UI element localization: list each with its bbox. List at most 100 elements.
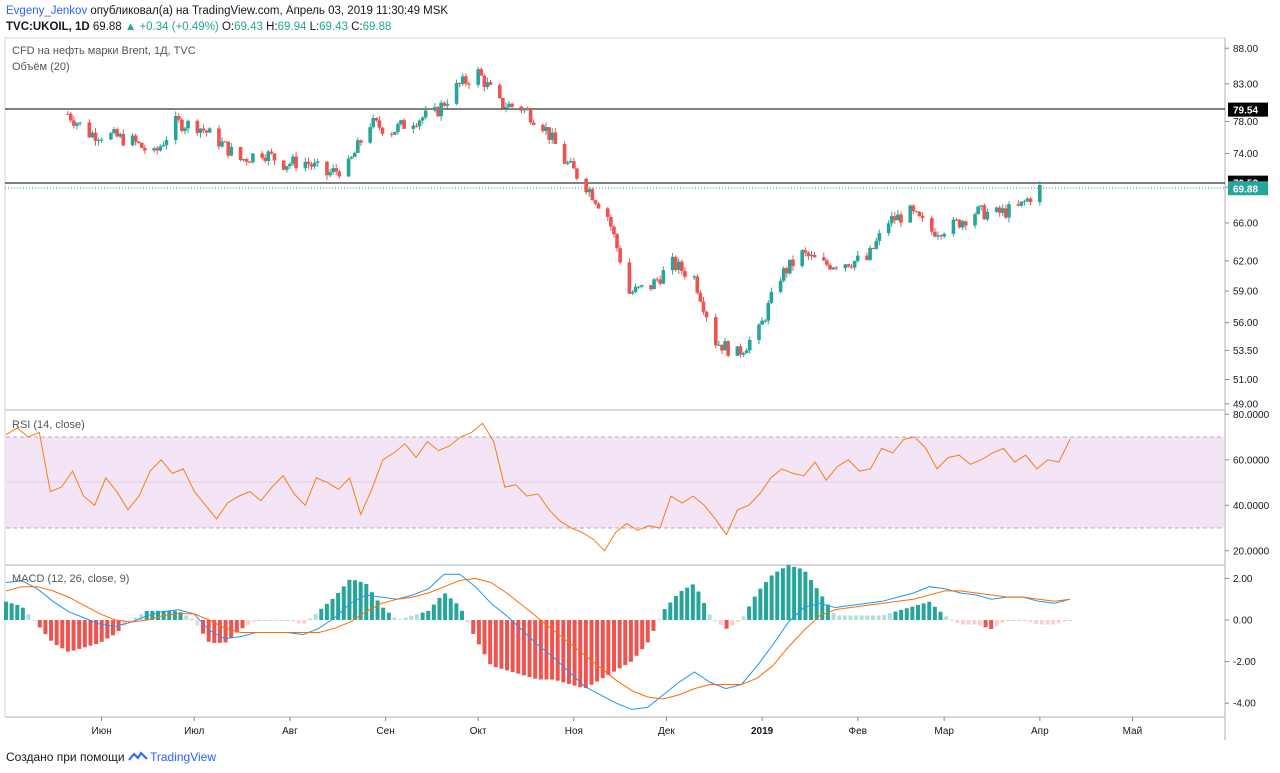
macd-hist-bar	[302, 620, 307, 624]
candle-down	[497, 84, 502, 98]
candle-up	[778, 280, 783, 292]
candle-down	[139, 142, 144, 148]
price-tick-label: 62.00	[1233, 256, 1258, 267]
macd-hist-bar	[634, 620, 639, 656]
macd-hist-bar	[471, 620, 476, 634]
candle-up	[587, 189, 592, 193]
macd-hist-bar	[313, 613, 318, 620]
candle-down	[306, 161, 311, 165]
candle-down	[263, 157, 268, 161]
last-price-label-bg	[1228, 181, 1268, 196]
x-tick-label: Авг	[282, 726, 298, 737]
macd-hist-bar	[904, 608, 909, 620]
candle-down	[248, 161, 252, 163]
candle-down	[180, 119, 184, 131]
macd-hist-bar	[803, 571, 808, 620]
macd-hist-bar	[977, 620, 982, 626]
candle-down	[359, 140, 363, 143]
price-tick-label: 53.50	[1233, 346, 1258, 357]
candle-up	[760, 320, 764, 325]
macd-hist-bar	[499, 620, 504, 669]
axis-ticks: 88.0083.0078.0074.0070.0066.0062.0059.00…	[92, 44, 1270, 737]
macd-hist-bar	[246, 620, 251, 625]
macd-hist-bar	[696, 591, 701, 620]
candle-up	[112, 129, 116, 134]
macd-hist-bar	[234, 620, 239, 633]
macd-hist-bar	[769, 575, 774, 620]
x-tick-label: Апр	[1031, 726, 1049, 737]
macd-series	[5, 573, 1071, 710]
candle-down	[519, 106, 524, 111]
candle-up	[285, 166, 289, 170]
candle-down	[899, 214, 903, 223]
macd-hist-bar	[1006, 620, 1011, 621]
candle-down	[177, 115, 181, 120]
macd-hist-bar	[527, 620, 532, 678]
macd-hist-bar	[566, 620, 571, 684]
candle-down	[414, 125, 419, 127]
macd-hist-bar	[657, 619, 662, 621]
macd-hist-bar	[1000, 620, 1005, 623]
candle-up	[368, 127, 372, 143]
candle-down	[547, 127, 551, 140]
macd-hist-bar	[9, 603, 14, 620]
macd-hist-bar	[645, 620, 650, 643]
candle-down	[479, 69, 484, 76]
candle-up	[735, 346, 740, 356]
candle-down	[436, 107, 440, 117]
macd-hist-bar	[150, 610, 155, 620]
author-link[interactable]: Evgeny_Jenkov	[6, 5, 88, 17]
macd-hist-bar	[516, 620, 521, 674]
macd-hist-bar	[538, 620, 543, 680]
macd-hist-bar	[1056, 620, 1061, 624]
macd-hist-bar	[296, 620, 301, 624]
macd-hist-bar	[184, 615, 189, 620]
macd-hist-bar	[583, 620, 588, 689]
candle-up	[852, 260, 857, 268]
x-tick-label: Июл	[184, 726, 204, 737]
candle-down	[201, 128, 206, 131]
footer-brand[interactable]: TradingView	[149, 750, 217, 764]
candle-up	[173, 115, 178, 141]
candle-down	[337, 171, 342, 177]
macd-hist-bar	[595, 620, 600, 682]
rsi-tick-label: 80.0000	[1233, 410, 1270, 421]
candle-down	[442, 102, 447, 106]
price-change: ▲ +0.34 (+0.49%)	[124, 21, 219, 33]
macd-hist-bar	[837, 615, 842, 620]
candle-down	[389, 133, 394, 135]
candle-up	[312, 162, 317, 167]
candle-up	[942, 233, 946, 237]
macd-hist-bar	[476, 620, 481, 645]
macd-hist-bar	[854, 615, 859, 620]
level-label: 79.54	[1233, 106, 1258, 117]
candle-up	[1025, 198, 1030, 202]
price-tick-label: 78.00	[1233, 117, 1258, 128]
candle-up	[1038, 184, 1042, 203]
macd-hist-bar	[448, 598, 453, 620]
macd-hist-bar	[26, 614, 31, 620]
candle-down	[704, 311, 709, 318]
macd-hist-bar	[893, 611, 898, 620]
candle-down	[269, 151, 274, 154]
macd-hist-bar	[764, 582, 768, 620]
candle-up	[661, 270, 666, 284]
macd-hist-bar	[842, 615, 847, 620]
macd-hist-bar	[533, 620, 538, 679]
candle-down	[488, 82, 493, 85]
candle-down	[825, 260, 829, 265]
candle-up	[396, 124, 400, 132]
candle-down	[605, 208, 610, 217]
candle-down	[954, 219, 959, 221]
macd-hist-bar	[809, 579, 814, 620]
macd-hist-bar	[679, 590, 684, 620]
candle-down	[812, 254, 817, 258]
candle-down	[846, 264, 851, 267]
candle-down	[380, 127, 385, 134]
candle-down	[963, 221, 968, 226]
macd-hist-bar	[201, 620, 206, 634]
candle-down	[562, 144, 567, 164]
candle-up	[744, 350, 749, 354]
macd-hist-bar	[797, 568, 802, 620]
